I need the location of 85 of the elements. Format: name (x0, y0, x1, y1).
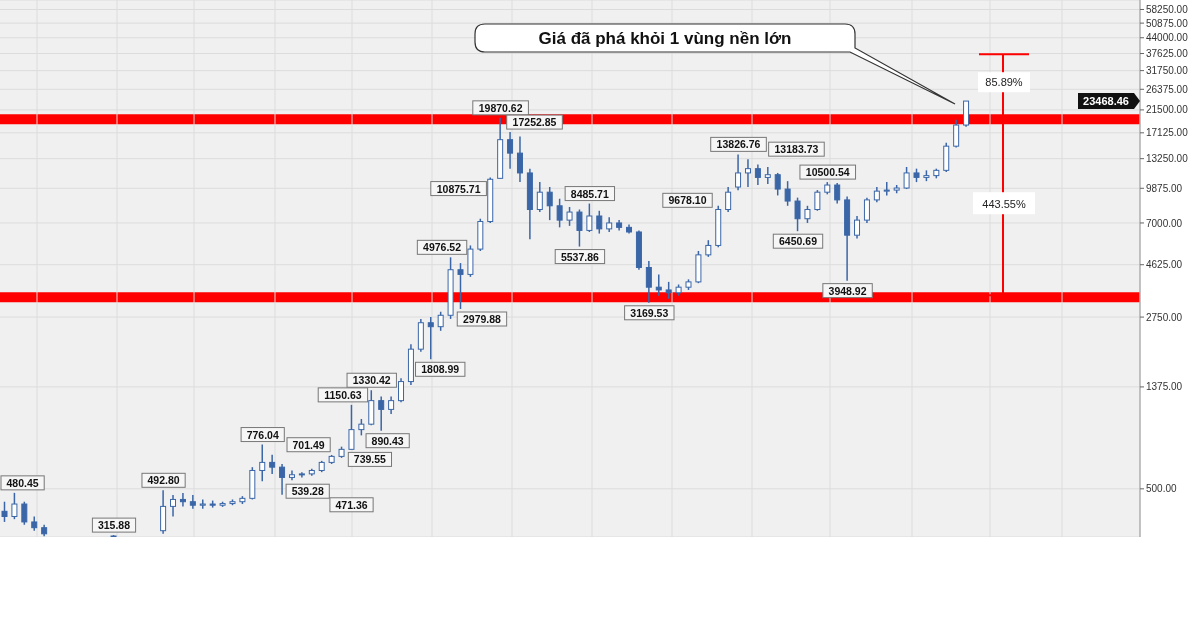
annotation: 315.88 (97, 519, 131, 532)
annotation: 443.55% (982, 198, 1026, 211)
annotation: 776.04 (246, 428, 279, 441)
candlestick (269, 453, 276, 475)
annotation: 85.89% (985, 76, 1023, 89)
y-tick-label: 9875.00 (1146, 182, 1183, 194)
candlestick (279, 463, 286, 496)
annotation: 2979.88 (462, 313, 502, 325)
candlestick (507, 131, 514, 170)
candlestick (834, 182, 841, 205)
y-tick-label: 17125.00 (1146, 127, 1189, 139)
candlestick (854, 215, 861, 240)
candlestick (566, 206, 573, 227)
candlestick (645, 260, 652, 304)
candlestick (883, 181, 890, 197)
annotation: 492.80 (147, 474, 180, 487)
y-tick-label: 26375.00 (1146, 83, 1189, 95)
y-tick-label: 44000.00 (1146, 32, 1189, 44)
y-tick-label: 50875.00 (1146, 17, 1189, 29)
annotation: Giá đã phá khỏi 1 vùng nền lớn (538, 29, 792, 48)
candlestick (725, 186, 732, 213)
candlestick (586, 202, 593, 233)
candlestick (427, 316, 434, 361)
candlestick (259, 443, 266, 482)
annotation: 890.43 (371, 434, 404, 447)
annotation: 13183.73 (774, 143, 819, 156)
candlestick (170, 494, 177, 518)
annotation: 23468.46 (1083, 95, 1129, 108)
annotation: 10500.54 (805, 166, 850, 179)
annotation: 1150.63 (324, 388, 362, 401)
candlestick (744, 158, 751, 188)
y-tick-label: 4625.00 (1146, 259, 1183, 271)
annotation: 17252.85 (512, 116, 557, 129)
candlestick (437, 310, 444, 332)
candlestick (546, 186, 553, 221)
annotation: 471.36 (335, 498, 368, 511)
candlestick (814, 189, 821, 212)
y-tick-label: 500.00 (1146, 483, 1178, 495)
candlestick (655, 273, 662, 297)
candlestick (179, 492, 186, 508)
annotation: 701.49 (292, 438, 325, 451)
annotation: 739.55 (353, 453, 387, 466)
candlestick (11, 492, 18, 520)
annotation: 19870.62 (478, 101, 523, 114)
candlestick (457, 262, 464, 310)
annotation: 1330.42 (352, 374, 391, 387)
candlestick (348, 404, 355, 451)
y-tick-label: 2750.00 (1146, 311, 1183, 323)
candlestick (953, 118, 960, 149)
candlestick (735, 153, 742, 192)
candlestick (556, 198, 563, 229)
candlestick (576, 208, 583, 248)
candlestick (774, 172, 781, 197)
y-tick-label: 1375.00 (1146, 381, 1183, 393)
candlestick (596, 210, 603, 235)
candlestick (21, 500, 28, 526)
candlestick (378, 395, 385, 432)
annotation: 3169.53 (630, 306, 669, 319)
y-tick-label: 21500.00 (1146, 104, 1189, 116)
candlestick (516, 135, 523, 183)
annotation: 3948.92 (828, 284, 867, 297)
annotation: 13826.76 (716, 138, 761, 151)
y-tick-label: 37625.00 (1146, 48, 1189, 60)
annotation: 8485.71 (570, 187, 609, 200)
annotation: 539.28 (291, 485, 324, 498)
annotation: 10875.71 (436, 182, 481, 195)
candlestick (863, 196, 870, 224)
annotation: 5537.86 (560, 250, 600, 263)
candlestick (784, 180, 791, 207)
y-tick-label: 7000.00 (1146, 217, 1183, 229)
candlestick (764, 166, 771, 185)
annotation: 4976.52 (423, 241, 462, 254)
candlestick (963, 100, 970, 128)
annotation: 1808.99 (421, 363, 460, 376)
y-tick-label: 13250.00 (1146, 153, 1189, 165)
annotation: 9678.10 (668, 194, 707, 207)
candlestick (794, 196, 801, 232)
candlestick (536, 181, 543, 213)
y-tick-label: 58250.00 (1146, 4, 1189, 16)
y-tick-label: 31750.00 (1146, 65, 1189, 77)
candlestick (754, 163, 761, 186)
annotation: 480.45 (6, 476, 39, 489)
candlestick (1, 500, 8, 523)
annotation: 6450.69 (779, 235, 818, 248)
candlestick (199, 498, 206, 510)
